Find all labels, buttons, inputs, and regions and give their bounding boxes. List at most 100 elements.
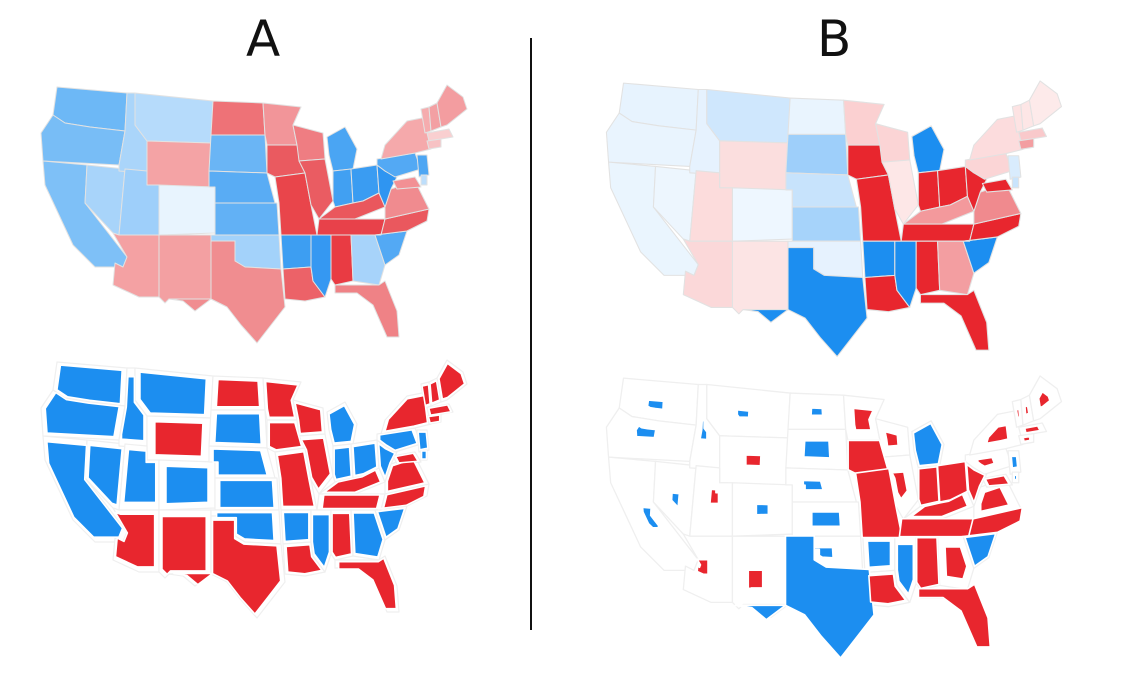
state-tx: [742, 247, 868, 358]
state-ut: [122, 448, 157, 504]
panel-divider: [530, 38, 532, 630]
state-ms: [896, 543, 915, 595]
state-va: [979, 486, 1010, 513]
state-nd: [210, 100, 266, 136]
state-ma: [426, 128, 454, 142]
state-ne: [208, 170, 276, 204]
state-nd: [215, 378, 261, 408]
state-sd: [208, 134, 268, 174]
state-md: [984, 474, 1011, 487]
state-wv: [965, 463, 986, 504]
state-wv: [377, 442, 396, 479]
state-de: [420, 450, 428, 460]
state-wi: [294, 402, 324, 435]
state-md: [392, 176, 422, 190]
state-ma: [1023, 425, 1041, 434]
state-ga: [352, 512, 384, 558]
state-ca: [46, 440, 124, 538]
state-sc: [964, 532, 997, 568]
state-fl: [337, 557, 398, 610]
state-ia: [268, 421, 303, 451]
state-ky: [318, 192, 386, 220]
state-nh: [429, 380, 441, 404]
state-tn: [316, 218, 386, 236]
state-tx: [173, 519, 282, 615]
state-tx: [168, 240, 286, 344]
state-ct: [426, 138, 442, 150]
state-me: [1037, 390, 1051, 409]
state-nc: [961, 506, 1024, 538]
map-a-cartogram: [40, 359, 468, 619]
state-wy: [745, 454, 762, 467]
state-vt: [421, 383, 431, 407]
state-me: [438, 362, 466, 400]
state-nm: [161, 515, 207, 576]
state-or: [635, 425, 657, 439]
state-mn: [852, 407, 874, 431]
state-nm: [731, 240, 789, 315]
state-co: [158, 184, 216, 236]
state-nj: [417, 431, 429, 451]
state-ne: [802, 479, 824, 491]
state-mt: [706, 88, 791, 144]
state-wy: [146, 140, 212, 188]
state-tn: [900, 223, 975, 242]
state-al: [330, 234, 354, 286]
state-ga: [937, 240, 975, 296]
state-az: [114, 511, 156, 568]
state-ky: [323, 469, 382, 493]
state-md: [981, 178, 1013, 193]
state-de: [1013, 474, 1018, 481]
map-b-cartogram: [605, 375, 1063, 659]
state-tx: [734, 535, 875, 659]
state-ar: [280, 234, 312, 270]
state-sd: [803, 440, 831, 459]
state-co: [755, 503, 770, 516]
state-az: [112, 232, 160, 298]
state-sd: [214, 412, 262, 445]
state-ma: [1018, 127, 1048, 142]
state-sc: [376, 507, 406, 538]
state-nj: [416, 154, 430, 178]
state-nv: [670, 492, 681, 508]
state-nm: [158, 234, 212, 304]
panel-label-a: A: [246, 10, 281, 68]
state-ne: [785, 172, 857, 208]
state-de: [1011, 176, 1020, 189]
state-al: [915, 240, 941, 296]
state-nc: [377, 485, 427, 510]
state-wa: [56, 364, 123, 405]
state-ca: [641, 506, 660, 529]
state-nj: [1007, 155, 1022, 180]
state-mt: [736, 409, 750, 419]
state-ut: [709, 488, 720, 505]
state-fl: [919, 289, 990, 351]
state-oh: [352, 442, 378, 477]
state-id: [120, 375, 145, 442]
state-nj: [1010, 455, 1019, 469]
state-az: [696, 558, 709, 576]
state-ga: [944, 546, 968, 580]
state-ne: [212, 448, 268, 476]
state-in: [332, 168, 354, 208]
state-wy: [154, 421, 204, 457]
state-fl: [334, 280, 400, 338]
state-ky: [910, 493, 969, 518]
state-ok: [215, 511, 275, 542]
state-ar: [862, 240, 896, 279]
state-pa: [378, 429, 418, 452]
state-nm: [747, 569, 764, 590]
state-ct: [1022, 435, 1031, 443]
state-ga: [350, 234, 386, 286]
state-wy: [719, 140, 789, 191]
state-al: [915, 536, 940, 590]
state-wa: [646, 399, 665, 411]
state-tn: [898, 517, 977, 538]
state-in: [333, 446, 352, 481]
state-in: [917, 466, 940, 507]
state-mi: [912, 422, 944, 467]
state-ct: [427, 414, 441, 424]
state-mi: [326, 126, 358, 172]
state-ma: [428, 404, 452, 416]
state-az: [682, 238, 733, 308]
